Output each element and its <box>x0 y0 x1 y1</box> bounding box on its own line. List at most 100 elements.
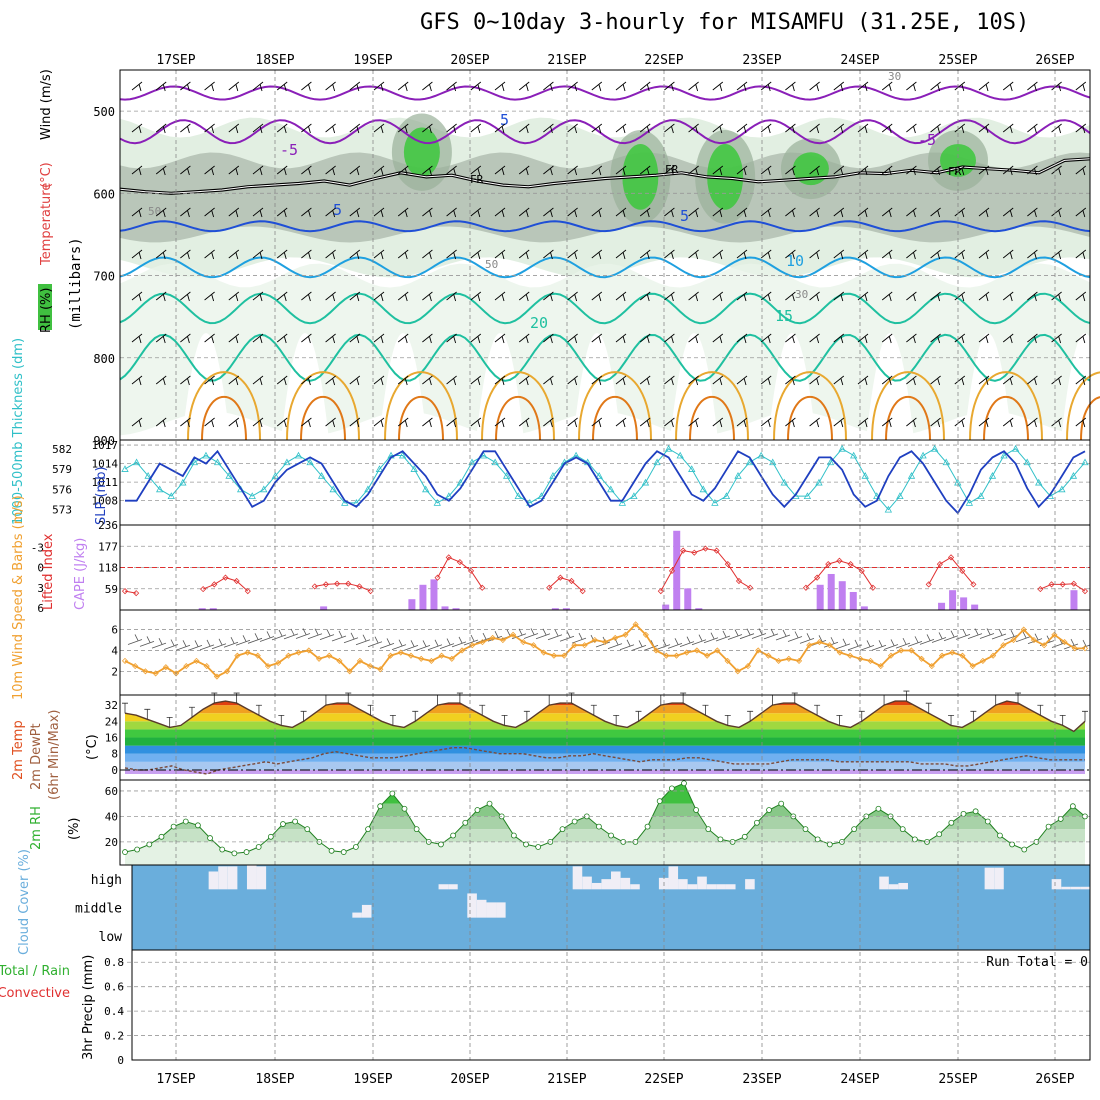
wind-barb <box>252 81 264 92</box>
wind-barb <box>1027 417 1038 428</box>
rh-point <box>1009 841 1015 848</box>
date-label-top: 24SEP <box>840 53 879 68</box>
wind-barb <box>712 375 724 386</box>
wind-barb <box>276 333 288 344</box>
warm-contour <box>286 371 360 441</box>
wind-barb <box>446 123 457 134</box>
wind-barb <box>349 375 361 386</box>
warm-contour <box>871 371 945 441</box>
warm-contour <box>495 396 541 441</box>
rh-point <box>948 819 955 826</box>
contour-label: 20 <box>530 314 548 332</box>
temp-minmax-bar <box>166 716 173 728</box>
thickness-point <box>202 451 210 459</box>
wind-barb <box>785 291 796 302</box>
contour-label: -5 <box>280 141 298 159</box>
surface-wind-barb <box>751 628 767 639</box>
wind-barb <box>954 249 966 260</box>
li-point <box>211 581 218 588</box>
wind-speed-point <box>826 642 833 649</box>
contour-label: 30 <box>795 288 808 301</box>
rh-point <box>365 826 371 833</box>
thickness-point <box>1081 458 1089 466</box>
wind-barb <box>1002 207 1014 218</box>
wind-barb <box>325 165 336 176</box>
thickness-point <box>156 485 164 493</box>
wind-barb <box>712 123 724 134</box>
wind-barb <box>712 291 724 302</box>
surface-wind-barb <box>319 629 335 640</box>
wind-barb <box>954 165 966 176</box>
surface-wind-barb <box>211 638 227 650</box>
thickness-point <box>225 471 233 479</box>
wind-speed-point <box>121 657 129 664</box>
wind-barb <box>1051 123 1062 134</box>
rh-tick-label: 60 <box>105 785 118 798</box>
temp-minmax-bar <box>903 690 910 702</box>
wind-barb <box>155 375 167 386</box>
wind-barb <box>664 375 675 386</box>
wind-barb <box>712 417 724 428</box>
rh-point <box>450 832 457 839</box>
temp-minmax-bar <box>523 710 530 722</box>
wind-speed-point <box>193 657 200 664</box>
wind-barb <box>397 417 409 428</box>
thickness-point <box>942 458 950 466</box>
thickness-point <box>1000 451 1008 459</box>
wind-barb <box>857 123 869 134</box>
temp-minmax-bar <box>657 694 664 706</box>
surface-wind-barb <box>655 639 671 651</box>
temp-minmax-bar <box>613 714 620 726</box>
wind-barb <box>543 81 554 92</box>
wind-speed-point <box>510 631 517 638</box>
li-point <box>322 581 329 588</box>
wind-barb <box>373 333 385 344</box>
wind-barb <box>664 207 675 218</box>
wind-barb <box>567 123 578 134</box>
wind-speed-point <box>581 642 588 649</box>
cloud-bar <box>678 879 688 890</box>
wind-barb <box>930 417 941 428</box>
date-label-top: 20SEP <box>450 53 489 68</box>
cape-tick-label: 177 <box>98 540 118 553</box>
wind-barb <box>736 291 748 302</box>
surface-wind-barb <box>331 630 347 642</box>
thickness-point <box>248 492 256 499</box>
date-label-bottom: 17SEP <box>156 1072 195 1087</box>
wind-barb <box>809 375 820 386</box>
rh-point <box>170 823 177 830</box>
wind-barb <box>760 291 772 302</box>
surface-wind-barb <box>151 637 167 649</box>
surface-wind-barb <box>1003 629 1019 641</box>
cape-bar <box>562 608 570 610</box>
wind-barb <box>422 375 433 386</box>
surface-wind-barb <box>463 634 479 646</box>
wind-barb <box>664 333 675 344</box>
temp-minmax-bar <box>769 694 776 706</box>
wind-barb <box>204 333 215 344</box>
wind-barb <box>567 165 578 176</box>
wind-speed-point <box>162 664 169 671</box>
surface-wind-barb <box>223 637 239 648</box>
cloud-bar <box>582 876 592 890</box>
wind-barb <box>422 207 433 218</box>
wind-barb <box>567 375 578 386</box>
wind-barb <box>785 123 796 134</box>
cloud-tick-label: high <box>91 873 122 888</box>
contour-label: 5 <box>680 207 689 225</box>
wind-barb <box>785 249 796 260</box>
li-point <box>479 584 486 591</box>
thickness-point <box>757 451 765 459</box>
wind-barb <box>131 81 143 92</box>
wind-speed-point <box>652 647 660 654</box>
cloud-bar <box>984 867 995 890</box>
wind-barb <box>325 207 336 218</box>
wind-barb <box>978 375 990 386</box>
precip-legend-total: Total / Rain <box>0 964 70 979</box>
precip-tick-label: 0 <box>117 1054 124 1067</box>
surface-wind-barb <box>511 628 527 640</box>
contour-label: FR <box>948 165 962 178</box>
cloud-tick-label: low <box>99 930 123 945</box>
wind-barb <box>325 375 336 386</box>
